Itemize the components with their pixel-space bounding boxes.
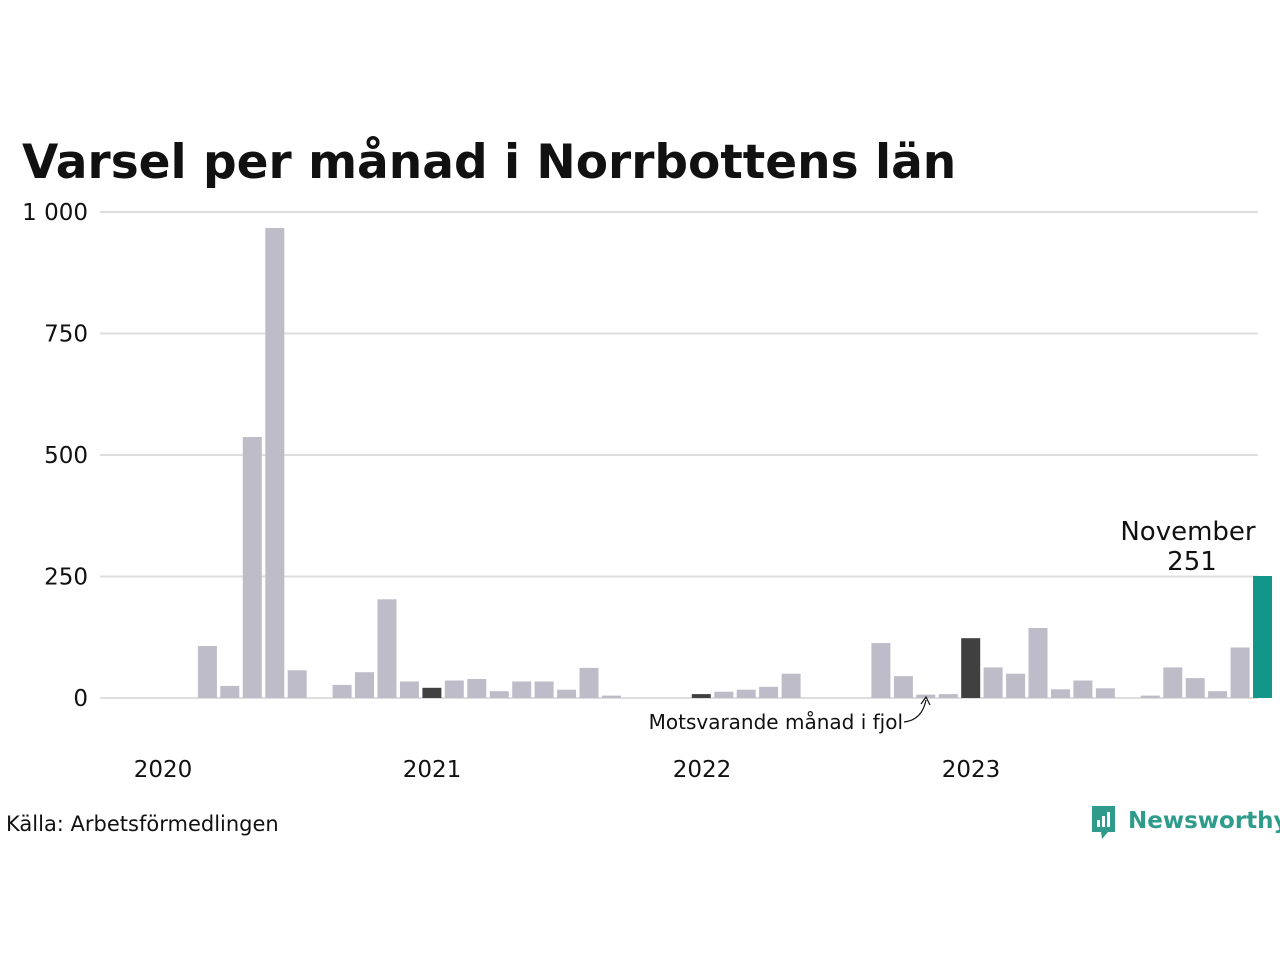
y-tick-label: 500 xyxy=(44,443,88,469)
highlight-bar xyxy=(1253,576,1272,698)
bar xyxy=(871,643,891,698)
bar xyxy=(1230,647,1250,698)
y-tick-label: 250 xyxy=(44,565,88,591)
bar xyxy=(512,681,532,698)
bar xyxy=(1208,691,1228,698)
comparison-arrow-head xyxy=(920,695,931,706)
bar xyxy=(1051,689,1070,698)
chart-title: Varsel per månad i Norrbottens län xyxy=(22,135,956,190)
newsworthy-logo: Newsworthy xyxy=(1092,806,1280,839)
newsworthy-icon xyxy=(1092,806,1115,839)
bar xyxy=(287,670,307,698)
bar xyxy=(759,686,779,698)
bar xyxy=(242,437,262,698)
y-axis: 0 250 500 750 1 000 xyxy=(22,200,88,712)
bar xyxy=(557,689,577,698)
source-note: Källa: Arbetsförmedlingen xyxy=(6,812,279,836)
bar xyxy=(1163,667,1183,698)
bar xyxy=(714,691,734,698)
previous-year-bar xyxy=(691,694,711,698)
bar xyxy=(1095,688,1115,698)
bar xyxy=(332,684,352,698)
x-tick-label: 2022 xyxy=(673,757,732,783)
comparison-arrow-line xyxy=(903,699,927,723)
highlight-month-label: November xyxy=(1120,517,1256,547)
bar xyxy=(602,695,621,698)
bar xyxy=(1140,695,1160,698)
bar xyxy=(534,681,554,698)
bar xyxy=(1028,628,1048,698)
brand-name: Newsworthy xyxy=(1128,808,1280,834)
y-tick-label: 750 xyxy=(44,322,88,348)
bar xyxy=(1185,678,1205,698)
x-tick-label: 2020 xyxy=(134,757,193,783)
y-tick-label: 0 xyxy=(73,686,88,712)
bar xyxy=(444,680,464,698)
bars xyxy=(197,228,1272,698)
x-tick-label: 2023 xyxy=(942,757,1001,783)
bar xyxy=(1073,680,1093,698)
bar xyxy=(489,691,509,698)
bar xyxy=(579,667,599,698)
bar xyxy=(355,672,374,698)
highlight-value-label: 251 xyxy=(1167,547,1217,577)
bar xyxy=(197,646,217,698)
bar xyxy=(220,685,240,698)
y-tick-label: 1 000 xyxy=(22,200,88,226)
bar xyxy=(736,689,756,698)
x-tick-label: 2021 xyxy=(403,757,462,783)
bar xyxy=(893,676,913,698)
bar xyxy=(467,679,487,698)
bar xyxy=(983,667,1003,698)
bar xyxy=(265,228,285,698)
bar xyxy=(377,599,397,698)
bar xyxy=(1006,673,1026,698)
bar xyxy=(781,673,801,698)
bar xyxy=(399,681,419,698)
bar xyxy=(938,694,958,698)
previous-year-bar xyxy=(422,687,442,698)
x-axis: 2020 2021 2022 2023 xyxy=(134,757,1001,783)
comparison-note: Motsvarande månad i fjol xyxy=(649,710,903,734)
comparison-bar xyxy=(961,638,981,698)
